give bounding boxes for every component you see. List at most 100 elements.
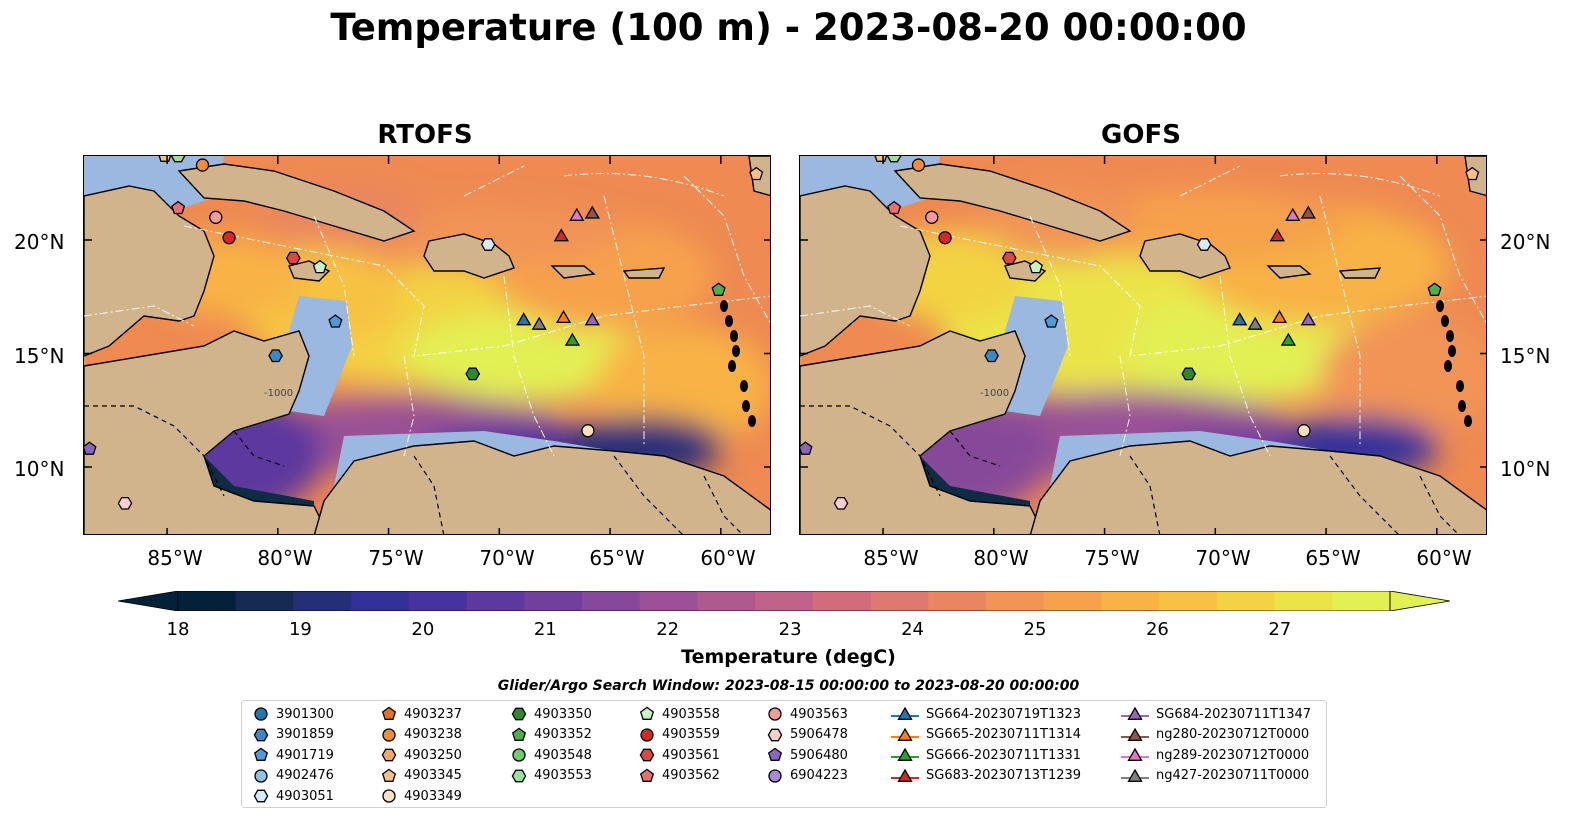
colorbar-label: Temperature (degC) [681,646,896,668]
legend-marker [1127,706,1143,720]
marker-SG683-20230713T1239 [553,228,569,242]
eez-boundaries [800,165,1486,457]
legend-item: 4902476 [252,766,334,786]
marker-4903563 [209,210,223,224]
legend-marker-icon [891,706,919,720]
legend-item: 4903237 [380,704,462,724]
legend-marker [897,706,913,720]
marker-4903238 [911,158,926,172]
lon-label-75w-right: 75°W [1084,546,1140,570]
marker-4903350 [465,367,481,381]
colorbar-segment [639,591,699,611]
marker-SG664-20230719T1323 [516,312,532,326]
marker-5906478 [117,496,133,510]
legend-label: 4903350 [534,706,592,722]
lesser-antilles [1436,300,1472,427]
marker-5906480 [800,441,813,455]
colorbar-tick-25: 25 [1023,619,1047,640]
colorbar-segment [870,591,929,611]
lon-label-85w-left: 85°W [147,546,203,570]
legend-item: 4903051 [252,786,334,806]
colorbar-segment [812,591,872,611]
legend-marker [768,768,782,783]
lon-label-60w-left: 60°W [700,546,756,570]
legend-label: 3901859 [276,727,334,742]
lon-label-65w-right: 65°W [1305,546,1361,570]
legend-marker [768,707,782,721]
axis-ticks [84,156,770,534]
marker-SG683-20230713T1239 [1269,228,1285,242]
legend-label: 4903345 [404,768,462,783]
legend-label: ng427-20230711T0000 [1156,768,1310,783]
colorbar-tick-24: 24 [901,619,924,640]
legend-marker-icon [511,707,527,721]
legend-marker [767,728,783,741]
legend-item: 4903238 [380,725,462,745]
float-glider-markers [800,156,1480,510]
legend-marker-icon [511,769,527,782]
colorbar-segment [524,591,583,611]
legend-label: 4903349 [404,788,462,804]
legend-item: 4903563 [766,704,848,724]
legend-marker [381,768,397,782]
colorbar-segment [986,591,1045,611]
marker-4903349 [581,424,595,438]
legend-label: SG683-20230713T1239 [926,768,1082,783]
legend-marker-icon [1121,706,1149,720]
legend-marker-icon [891,747,919,761]
marker-4903562 [171,200,186,215]
legend-label: 4903051 [276,788,334,804]
colorbar-tick-22: 22 [656,619,680,640]
marker-4903553 [886,156,902,163]
colorbar-segment [697,591,756,611]
legend-marker-icon [1121,768,1149,782]
legend-label: 4903561 [662,747,720,763]
map-rtofs: -1000 [83,155,771,535]
legend-marker [253,747,269,761]
lat-label-15n-left: 15°N [14,344,65,368]
legend-marker [512,748,526,762]
legend-label: ng289-20230712T0000 [1156,747,1310,763]
marker-SG665-20230711T1314 [555,309,572,324]
legend-label: 4903238 [404,727,462,742]
legend-marker-icon [639,748,655,762]
legend-marker [639,768,655,782]
legend: 3901300 3901859 4901719 4902476 4903051 49032… [241,700,1327,808]
legend-marker-icon [254,707,268,721]
legend-item: 5906478 [766,725,848,745]
marker-5906480 [84,441,97,455]
marker-4903345 [158,156,172,162]
legend-item: 4901719 [252,745,334,765]
colorbar-segment [408,591,468,611]
colorbar-max-extension [1389,590,1451,612]
marker-3901859 [984,349,999,363]
figure-title: Temperature (100 m) - 2023-08-20 00:00:0… [330,6,1247,49]
legend-item: ng427-20230711T0000 [1120,766,1309,786]
legend-marker [639,748,655,762]
legend-marker [897,768,913,782]
legend-marker-icon [512,748,526,762]
legend-marker-icon [381,706,397,720]
colorbar-segment [178,591,237,611]
legend-marker-icon [639,768,655,782]
legend-label: 4901719 [276,747,334,763]
colorbar-tick-18: 18 [166,619,190,640]
legend-label: 4903563 [790,706,848,722]
legend-label: SG666-20230711T1331 [926,747,1082,763]
contour-label: -1000 [980,388,1009,399]
colorbar-tick-26: 26 [1145,619,1169,640]
marker-4901719 [1044,314,1059,328]
legend-item: SG665-20230711T1314 [890,725,1081,745]
colorbar-tick-27: 27 [1268,619,1292,640]
legend-label: 3901300 [276,706,334,722]
colorbar-min-extension [117,590,179,612]
legend-item: 4903345 [380,766,462,786]
lon-label-70w-right: 70°W [1195,546,1251,570]
marker-ng427-20230711T0000 [1247,316,1263,330]
legend-marker [639,706,655,720]
colorbar-segment [1332,591,1391,611]
marker-4903350 [1181,367,1197,381]
legend-marker-icon [253,728,269,741]
marker-SG665-20230711T1314 [1271,309,1288,324]
marker-4903561 [285,251,301,265]
